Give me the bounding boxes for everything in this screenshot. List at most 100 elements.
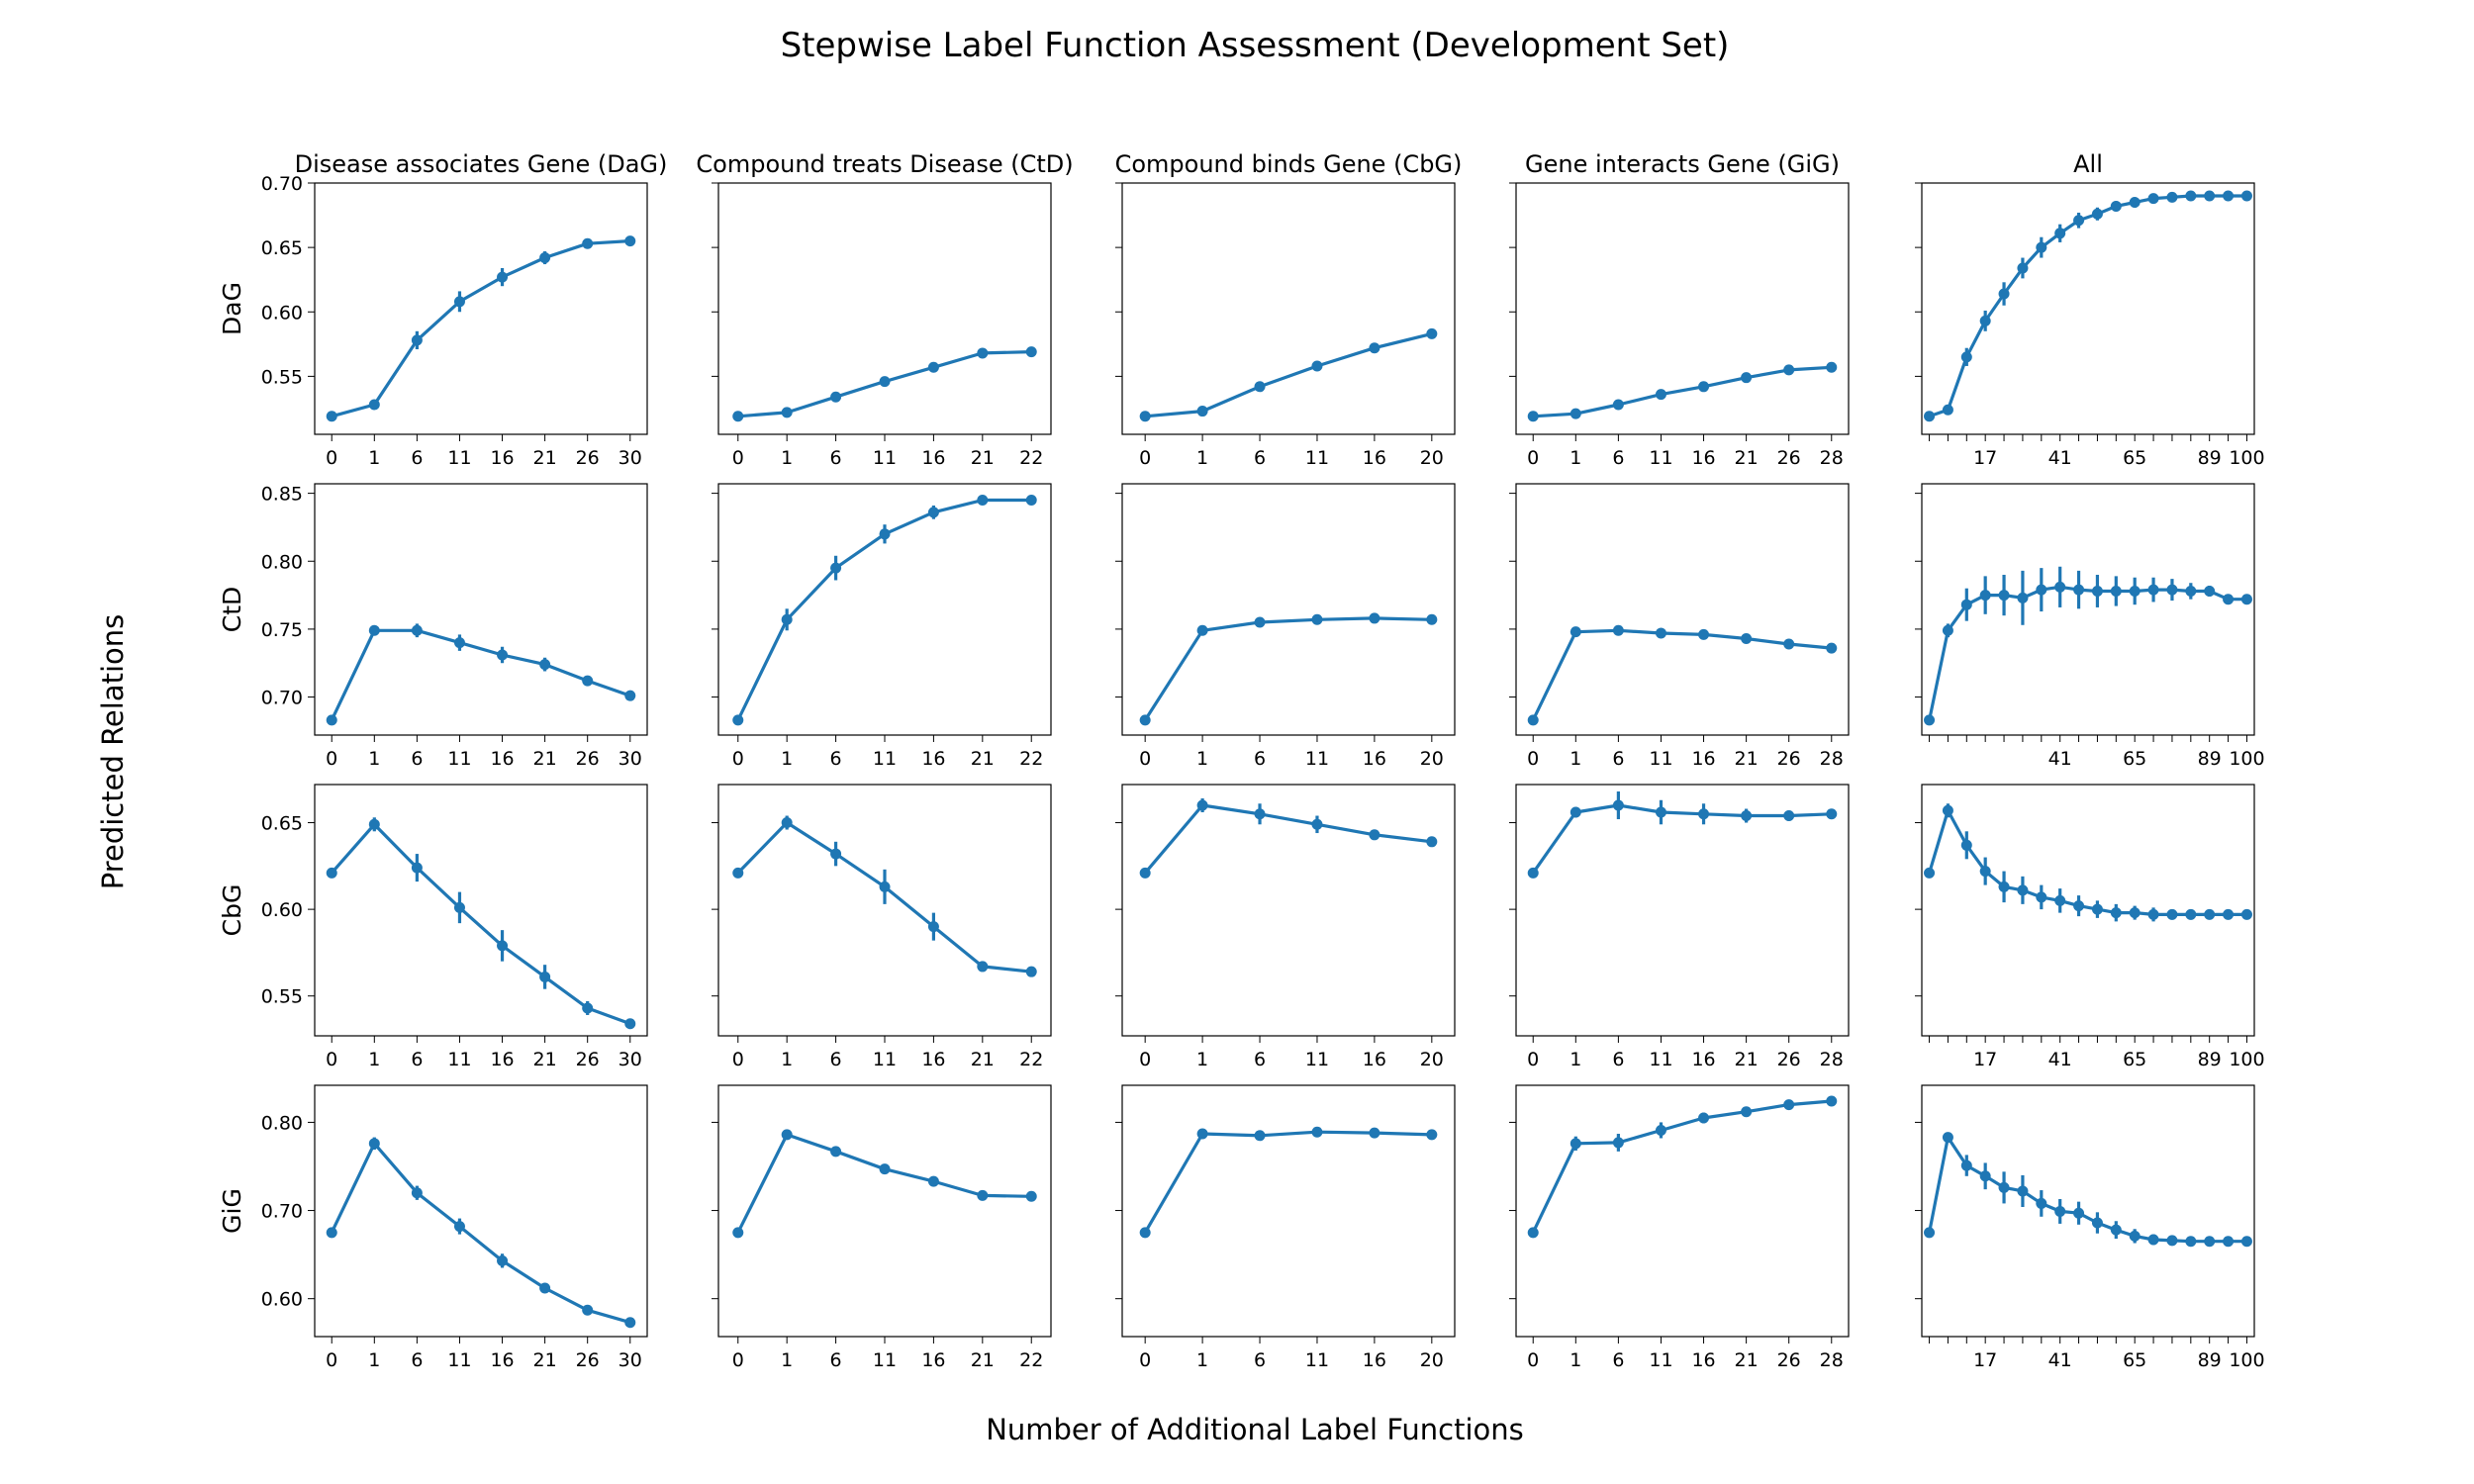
panel-cbg-compound-binds-gene-cbg: 0 1 6 11 16 20 (1115, 784, 1456, 1070)
data-point (1612, 799, 1624, 811)
plot-frame (1921, 1084, 2255, 1338)
x-tick-label: 0 (1139, 1349, 1151, 1371)
x-tick-label: 11 (873, 748, 897, 770)
x-tick-label: 16 (921, 1349, 945, 1371)
data-point (1655, 806, 1666, 818)
data-point (1426, 327, 1438, 339)
data-point (1527, 1227, 1539, 1239)
data-point (1741, 633, 1753, 645)
x-tick-label: 16 (921, 748, 945, 770)
x-tick-label: 6 (1254, 1049, 1266, 1070)
data-point (2240, 190, 2252, 202)
data-point (368, 1138, 380, 1150)
data-point (1570, 806, 1581, 818)
x-tick-label: 1 (781, 447, 793, 469)
plot-frame (1121, 784, 1456, 1037)
data-point (1741, 1106, 1753, 1118)
data-point (2054, 581, 2066, 593)
data-point (411, 334, 423, 346)
x-tick-label: 21 (1735, 447, 1759, 469)
data-point (497, 940, 509, 952)
x-tick-label: 16 (921, 447, 945, 469)
data-point (1311, 1126, 1323, 1138)
data-point (1979, 1170, 1991, 1182)
data-point (977, 1189, 989, 1201)
data-point (1655, 1124, 1666, 1136)
x-tick-label: 0 (326, 1049, 337, 1070)
x-tick-label: 6 (830, 1049, 842, 1070)
x-tick-label: 41 (2048, 1049, 2072, 1070)
data-point (1924, 867, 1936, 879)
data-point (1979, 590, 1991, 602)
x-tick-label: 21 (533, 447, 557, 469)
data-point (1942, 404, 1953, 416)
x-tick-label: 21 (533, 1349, 557, 1371)
data-point (732, 411, 744, 422)
data-point (1254, 616, 1266, 628)
data-point (1924, 1227, 1936, 1239)
data-point (1369, 342, 1380, 354)
data-point (1570, 626, 1581, 638)
y-tick-label: 0.65 (261, 237, 303, 259)
data-point (582, 1002, 594, 1014)
data-point (879, 376, 891, 388)
x-tick-label: 0 (1527, 748, 1539, 770)
data-point (2073, 900, 2085, 912)
x-tick-label: 16 (1363, 1349, 1386, 1371)
data-point (1311, 360, 1323, 372)
x-tick-label: 26 (576, 1049, 600, 1070)
data-point (368, 624, 380, 636)
x-tick-label: 26 (576, 1349, 600, 1371)
x-tick-label: 1 (1196, 1349, 1208, 1371)
data-point (582, 675, 594, 687)
x-tick-label: 1 (781, 748, 793, 770)
data-point (2054, 1205, 2066, 1217)
x-tick-label: 65 (2123, 447, 2146, 469)
x-tick-label: 6 (1254, 1349, 1266, 1371)
x-tick-label: 1 (781, 1049, 793, 1070)
row-label: CtD (218, 587, 246, 633)
data-point (1139, 714, 1151, 726)
x-tick-label: 16 (490, 1049, 514, 1070)
x-tick-label: 0 (1139, 447, 1151, 469)
data-point (2204, 190, 2216, 202)
column-title: All (2073, 150, 2103, 178)
data-point (2036, 584, 2047, 596)
x-tick-label: 11 (873, 1049, 897, 1070)
x-tick-label: 11 (1305, 447, 1329, 469)
data-point (1998, 590, 2010, 602)
data-point (1783, 810, 1795, 822)
x-tick-label: 28 (1820, 1049, 1844, 1070)
x-tick-label: 1 (1570, 1049, 1581, 1070)
y-tick-label: 0.70 (261, 1201, 303, 1223)
x-tick-label: 41 (2048, 1349, 2072, 1371)
data-point (1311, 818, 1323, 830)
data-point (1783, 1099, 1795, 1111)
data-point (1741, 810, 1753, 822)
figure-ylabel: Predicted Relations (96, 614, 130, 890)
data-point (2204, 1236, 2216, 1248)
data-point (2129, 907, 2141, 919)
data-point (1369, 829, 1380, 841)
data-point (1998, 288, 2010, 300)
series-line (1531, 803, 1832, 875)
x-tick-label: 11 (447, 748, 471, 770)
data-point (453, 1221, 465, 1233)
y-tick-label: 0.85 (261, 484, 303, 506)
x-tick-label: 89 (2198, 1349, 2222, 1371)
x-tick-label: 65 (2123, 748, 2146, 770)
x-tick-label: 22 (1019, 1049, 1043, 1070)
plot-frame (314, 784, 648, 1037)
data-point (368, 818, 380, 830)
panel-cbg-compound-treats-disease-ctd: 0 1 6 11 16 21 22 (712, 784, 1052, 1070)
data-point (2240, 1236, 2252, 1248)
data-point (1783, 364, 1795, 376)
data-point (497, 1254, 509, 1266)
data-point (1527, 714, 1539, 726)
plot-frame (717, 784, 1052, 1037)
x-tick-label: 21 (1735, 748, 1759, 770)
x-tick-label: 89 (2198, 447, 2222, 469)
data-point (1426, 836, 1438, 848)
panel-gig-all: 17 41 65 89 100 (1915, 1084, 2265, 1371)
